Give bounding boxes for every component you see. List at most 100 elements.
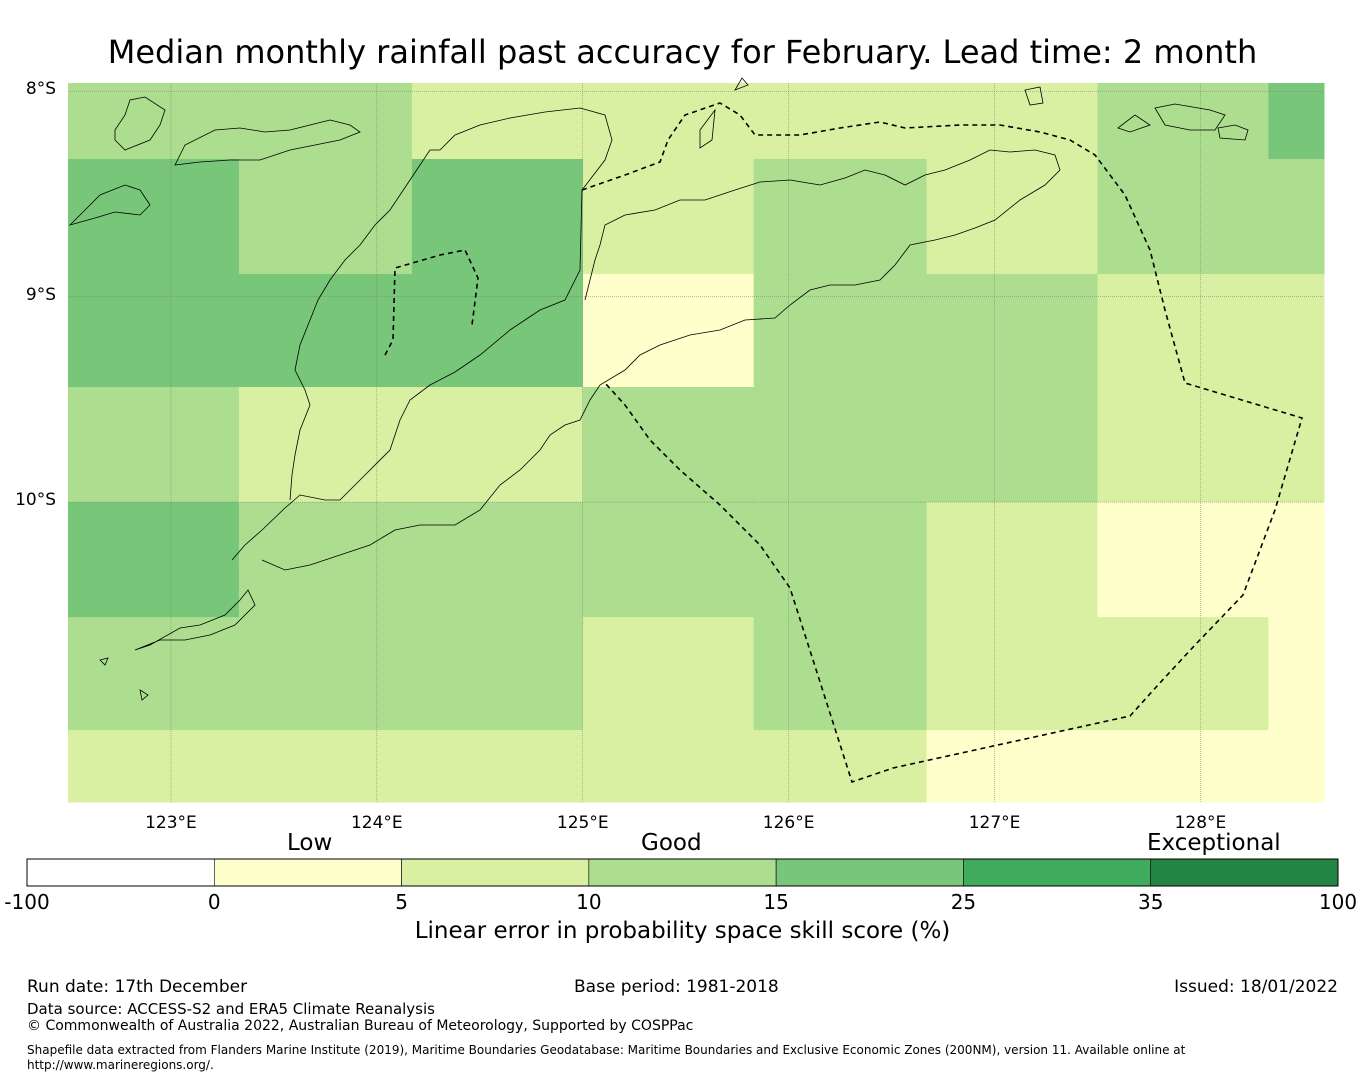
colorbar-segment [1150,858,1339,887]
map-title: Median monthly rainfall past accuracy fo… [107,33,1258,71]
issued-date: Issued: 18/01/2022 [1174,977,1338,997]
colorbar-tick: 15 [763,890,789,914]
colorbar-tick: 100 [1318,890,1358,914]
skill-cell [926,159,1099,275]
skill-cell [411,502,584,618]
skill-cell [582,502,755,618]
lon-label: 125°E [556,813,609,833]
skill-cell [582,274,755,388]
skill-cell [582,159,755,275]
skill-cell [582,730,755,803]
skill-cell [68,730,240,803]
skill-map [68,77,1325,803]
colorbar-tick: 35 [1137,890,1164,914]
skill-cell [238,730,413,803]
kisar-island [699,108,716,149]
damar-island [1154,103,1226,131]
skill-cell [411,274,584,388]
skill-grid [68,83,1325,803]
skill-cell [238,159,413,275]
coastlines [68,77,1249,701]
skill-cell [753,274,928,388]
colorbar-segment [401,858,590,887]
skill-cell [238,387,413,503]
skill-cell [238,617,413,731]
skill-cell [1268,502,1325,618]
skill-cell [926,83,1099,160]
skill-cell [753,83,928,160]
skill-cell [1268,730,1325,803]
skill-cell [753,502,928,618]
skill-cell [1097,387,1269,503]
timor-south-coast [261,149,1061,571]
skill-cell [753,617,928,731]
skill-cell [68,274,240,388]
skill-cell [926,617,1099,731]
skill-cell [582,617,755,731]
skill-cell [1268,617,1325,731]
category-exceptional: Exceptional [1147,830,1281,856]
base-period: Base period: 1981-2018 [574,977,779,997]
copyright: © Commonwealth of Australia 2022, Austra… [27,1018,694,1034]
skill-cell [411,387,584,503]
colorbar-segment [775,858,964,887]
pantar-island [174,119,361,166]
ndao-island [139,689,149,701]
skill-cell [753,730,928,803]
skill-cell [1097,159,1269,275]
category-good: Good [641,830,702,856]
colorbar [26,858,1339,887]
skill-cell [68,83,240,160]
skill-cell [411,159,584,275]
lat-label: 9°S [25,284,56,305]
roti-island [134,589,256,651]
colorbar-segment [26,858,215,887]
skill-cell [1097,274,1269,388]
skill-cell [68,387,240,503]
colorbar-label: Linear error in probability space skill … [414,918,951,944]
lembata-island [68,184,151,226]
lon-label: 126°E [762,813,815,833]
skill-cell [1097,502,1269,618]
skill-cell [753,159,928,275]
category-low: Low [287,830,333,856]
skill-cell [1097,617,1269,731]
lon-label: 123°E [145,813,197,833]
timor-coastline [231,107,613,561]
colorbar-tick: 10 [576,890,602,914]
colorbar-segment [588,858,777,887]
colorbar-tick: 25 [950,890,977,914]
colorbar-frame [26,858,1339,887]
moa-island [1217,124,1249,141]
babar-island [1117,114,1151,133]
skill-cell [411,730,584,803]
lon-label: 128°E [1174,813,1227,833]
skill-cell [582,83,755,160]
skill-cell [1097,730,1269,803]
skill-cell [926,730,1099,803]
colorbar-tick: 5 [395,890,408,914]
run-date: Run date: 17th December [27,977,248,997]
alor-island [114,96,166,151]
lon-label: 127°E [968,813,1021,833]
oecusse-boundary [384,249,479,356]
skill-cell [411,617,584,731]
skill-cell [582,387,755,503]
skill-cell [1268,387,1325,503]
wetar-island [1024,86,1044,106]
colorbar-segment [213,858,402,887]
skill-cell [1097,83,1269,160]
skill-cell [68,617,240,731]
skill-cell [1268,83,1325,160]
semau-island [99,657,109,666]
skill-cell [238,274,413,388]
colorbar-tick: 0 [207,890,221,914]
colorbar-segment [963,858,1152,887]
timor-leste-eez-boundary [581,102,1303,784]
skill-cell [926,502,1099,618]
skill-cell [926,387,1099,503]
atauro-island [734,77,749,91]
skill-cell [926,274,1099,388]
colorbar-tick: -100 [4,890,50,914]
eez-boundaries [384,102,1303,784]
